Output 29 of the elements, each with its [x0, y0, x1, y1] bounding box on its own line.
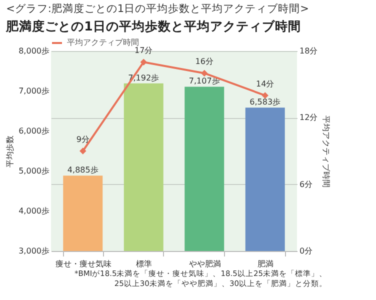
y2-tick-label: 0分 [300, 246, 313, 256]
y-tick-label: 5,000歩 [18, 166, 50, 176]
y-axis-title: 平均歩数 [6, 136, 15, 168]
data-label: 4,885歩 [67, 166, 98, 175]
data-label: 9分 [76, 135, 90, 144]
x-tick-label: 痩せ・痩せ気味 [55, 260, 112, 268]
chart-title: <グラフ:肥満度ごとの1日の平均歩数と平均アクティブ時間> [6, 2, 309, 15]
x-tick-label: やや肥満 [188, 260, 221, 268]
x-tick-label: 標準 [136, 260, 152, 268]
x-tick-label: 肥満 [258, 260, 274, 268]
data-label: 6,583歩 [250, 98, 281, 107]
chart-subtitle: 肥満度ごとの1日の平均歩数と平均アクティブ時間 [5, 18, 301, 34]
point [80, 148, 86, 154]
y2-axis-title: 平均アクティブ時間 [322, 116, 331, 188]
data-label: 14分 [256, 79, 274, 88]
point [201, 70, 208, 77]
point [262, 92, 268, 99]
data-label: 17分 [134, 46, 153, 56]
y-tick-label: 6,000歩 [18, 126, 50, 136]
y2-tick-label: 18分 [300, 46, 318, 56]
y-tick-label: 7,000歩 [18, 86, 50, 96]
data-label: 16分 [195, 57, 214, 66]
series-label: 平均アクティブ時間 [67, 38, 139, 47]
y-tick-label: 8,000歩 [18, 46, 50, 56]
y2-tick-label: 6分 [300, 180, 313, 189]
y-tick-label: 4,000歩 [18, 206, 50, 216]
y-tick-label: 3,000歩 [18, 246, 50, 256]
point [140, 58, 147, 66]
y2-tick-label: 12分 [300, 113, 318, 122]
